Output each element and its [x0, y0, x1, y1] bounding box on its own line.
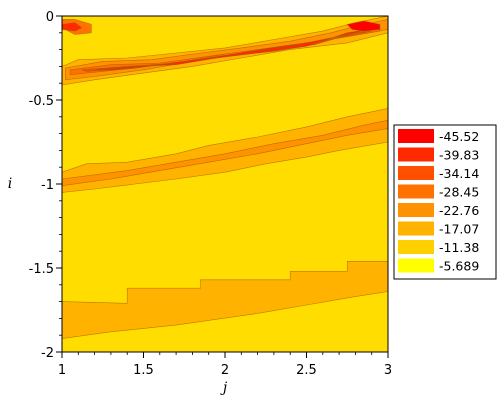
x-tick-label: 1 — [58, 363, 66, 378]
legend: -45.52 -39.83 -34.14 -28.45 -22.76 -17.07 -11.… — [393, 124, 497, 280]
legend-swatch — [398, 203, 434, 217]
x-tick-label: 1.5 — [133, 363, 154, 378]
axes: 1 1.5 2 2.5 3 0 -0.5 -1 -1.5 -2 j i — [8, 10, 392, 396]
legend-label: -17.07 — [439, 222, 479, 237]
x-tick-label: 2 — [221, 363, 229, 378]
legend-swatch — [398, 184, 434, 199]
y-tick-label: -2 — [41, 346, 54, 361]
legend-swatch — [398, 129, 434, 143]
x-tick-label: 2.5 — [296, 363, 317, 378]
legend-swatch — [398, 166, 434, 180]
legend-swatch — [398, 221, 434, 236]
plot-area — [62, 16, 388, 352]
legend-swatch — [398, 147, 434, 162]
legend-label: -39.83 — [439, 148, 479, 163]
legend-label: -28.45 — [439, 185, 479, 200]
y-tick-label: -1 — [41, 178, 54, 193]
legend-swatch — [398, 258, 434, 273]
legend-label: -34.14 — [439, 166, 479, 181]
x-axis-label: j — [220, 380, 228, 396]
contour-region-0 — [62, 260, 388, 339]
y-tick-label: 0 — [46, 10, 54, 25]
legend-label: -45.52 — [439, 129, 479, 144]
legend-label: -11.38 — [439, 240, 479, 255]
legend-label: -22.76 — [439, 203, 479, 218]
legend-swatch — [398, 240, 434, 254]
contour-region-8 — [346, 20, 381, 32]
contour-region-2 — [62, 119, 388, 187]
x-tick-label: 3 — [384, 363, 392, 378]
legend-label: -5.689 — [439, 259, 479, 274]
y-tick-label: -1.5 — [29, 262, 54, 277]
y-tick-label: -0.5 — [29, 94, 54, 109]
contour-region-10 — [62, 22, 83, 32]
y-axis-label: i — [8, 176, 12, 192]
